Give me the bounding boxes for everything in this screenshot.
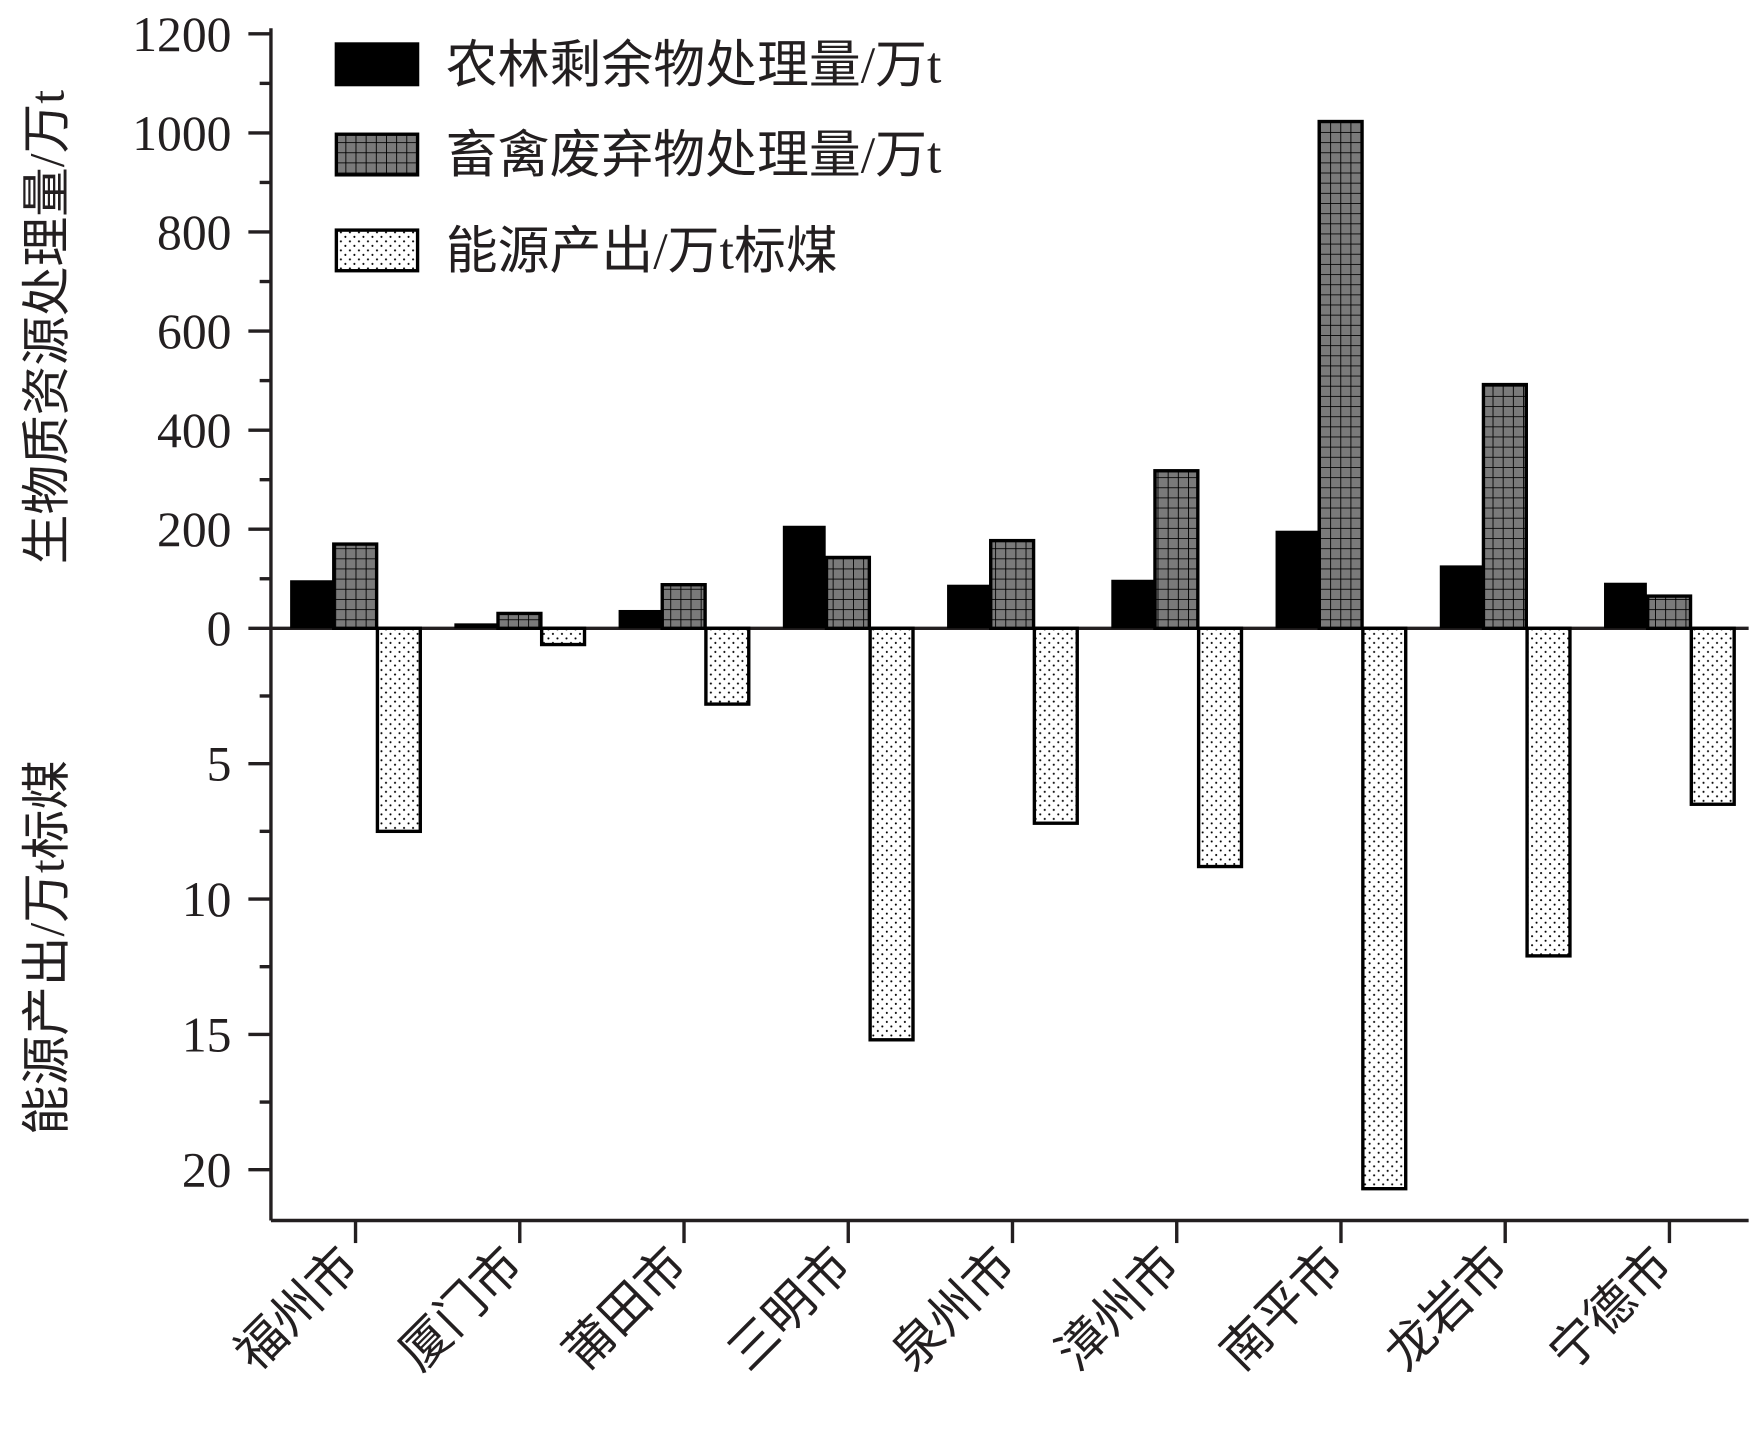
x-tick-label: 宁德市 (1539, 1237, 1683, 1381)
y-tick-label: 400 (157, 403, 231, 458)
y-tick-label: 0 (207, 601, 232, 656)
bar-energy (1032, 626, 1079, 825)
bar-livestock (824, 555, 872, 630)
bar-livestock (1481, 382, 1528, 630)
y-tick-label: 5 (207, 737, 232, 792)
bar-agri-forest (782, 525, 826, 629)
y-tick-label: 1200 (132, 7, 231, 62)
bar-energy (1196, 626, 1244, 869)
legend-swatch (334, 132, 420, 177)
x-tick-label: 漳州市 (1046, 1237, 1190, 1381)
bar-energy (1361, 626, 1408, 1191)
axes (248, 28, 1749, 1244)
bars (290, 119, 1736, 1191)
legend: 农林剩余物处理量/万t 畜禽废弃物处理量/万t 能源产出/万t标煤 (334, 37, 942, 280)
bar-energy (1689, 626, 1736, 806)
bar-agri-forest (618, 609, 662, 629)
y-tick-label: 1000 (132, 106, 231, 161)
legend-label: 能源产出/万t标煤 (446, 223, 838, 280)
x-tick-label: 龙岩市 (1374, 1237, 1518, 1381)
x-tick-label: 福州市 (225, 1237, 369, 1381)
bar-energy (868, 626, 915, 1042)
bar-agri-forest (1439, 565, 1483, 629)
bar-agri-forest (290, 580, 333, 629)
lower-y-axis-title: 能源产出/万t标煤 (19, 760, 74, 1135)
legend-swatch (334, 42, 420, 87)
bar-agri-forest (947, 584, 990, 629)
y-tick-label: 15 (182, 1007, 232, 1062)
x-tick-label: 厦门市 (389, 1237, 533, 1381)
y-tick-label: 200 (157, 502, 231, 557)
bar-livestock (989, 538, 1036, 630)
y-tick-label: 20 (182, 1143, 232, 1198)
bar-energy (1525, 626, 1572, 958)
legend-label: 畜禽废弃物处理量/万t (446, 128, 942, 185)
bar-livestock (1153, 469, 1200, 630)
bar-agri-forest (1604, 582, 1647, 629)
bar-livestock (496, 611, 543, 630)
bar-agri-forest (454, 623, 498, 629)
y-tick-label: 800 (157, 205, 231, 260)
bar-livestock (1645, 594, 1693, 630)
x-tick-label: 泉州市 (882, 1237, 1026, 1381)
bar-livestock (660, 583, 707, 630)
bar-energy (539, 626, 587, 647)
upper-y-axis-title: 生物质资源处理量/万t (19, 90, 74, 564)
y-tick-label: 600 (157, 304, 231, 359)
bar-energy (375, 626, 422, 834)
x-tick-label: 南平市 (1210, 1237, 1354, 1381)
y-tick-label: 10 (182, 872, 232, 927)
legend-swatch (334, 228, 420, 273)
x-tick-label: 三明市 (718, 1237, 862, 1381)
bar-agri-forest (1275, 530, 1319, 629)
bar-energy (704, 626, 751, 706)
bar-livestock (1317, 119, 1364, 630)
x-tick-label: 莆田市 (553, 1237, 697, 1381)
legend-label: 农林剩余物处理量/万t (446, 37, 942, 94)
bar-agri-forest (1111, 579, 1155, 629)
bar-livestock (332, 542, 379, 630)
